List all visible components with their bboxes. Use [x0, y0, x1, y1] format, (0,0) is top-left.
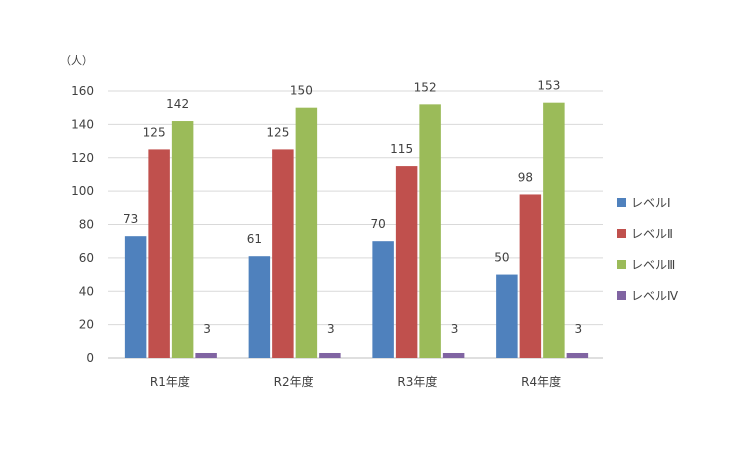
- bar: [124, 236, 147, 358]
- legend-label: レベルⅢ: [631, 258, 675, 272]
- bar: [195, 352, 217, 358]
- bar: [295, 107, 318, 358]
- data-label: 70: [370, 217, 385, 231]
- data-label: 142: [166, 97, 189, 111]
- category-label: R2年度: [274, 374, 314, 389]
- y-tick-label: 20: [79, 318, 94, 332]
- bar: [543, 102, 565, 359]
- data-label: 61: [247, 232, 262, 246]
- y-tick-label: 0: [86, 351, 94, 365]
- y-unit-label: （人）: [60, 54, 93, 67]
- legend-swatch: [617, 229, 626, 238]
- category-label: R1年度: [150, 374, 190, 389]
- bar: [519, 194, 542, 358]
- bar: [171, 121, 194, 358]
- legend-label: レベルⅠ: [631, 196, 671, 210]
- bar: [395, 166, 418, 358]
- bar: [442, 352, 465, 358]
- legend-label: レベルⅣ: [631, 289, 678, 303]
- data-label: 3: [327, 322, 335, 336]
- category-label: R4年度: [521, 374, 561, 389]
- category-label: R3年度: [397, 374, 437, 389]
- legend-swatch: [617, 198, 626, 207]
- data-label: 73: [123, 212, 138, 226]
- y-tick-label: 100: [71, 184, 94, 198]
- bar: [148, 149, 170, 358]
- data-label: 125: [143, 125, 166, 139]
- data-label: 3: [203, 322, 211, 336]
- y-tick-label: 140: [71, 117, 94, 131]
- bar: [419, 104, 441, 358]
- bar: [272, 149, 294, 358]
- data-label: 125: [266, 125, 289, 139]
- legend-swatch: [617, 260, 626, 269]
- bar: [372, 241, 394, 358]
- bar: [248, 256, 271, 358]
- y-tick-label: 60: [79, 251, 94, 265]
- bar: [319, 352, 341, 358]
- data-label: 150: [290, 84, 313, 98]
- data-label: 3: [451, 322, 459, 336]
- legend-swatch: [617, 291, 626, 300]
- legend-label: レベルⅡ: [631, 227, 673, 241]
- data-label: 3: [575, 322, 583, 336]
- bar: [496, 274, 518, 358]
- y-tick-label: 40: [79, 284, 94, 298]
- y-tick-label: 80: [79, 218, 94, 232]
- data-label: 153: [537, 79, 560, 93]
- bar: [566, 352, 589, 358]
- data-label: 50: [494, 251, 509, 265]
- y-tick-label: 120: [71, 151, 94, 165]
- y-tick-label: 160: [71, 84, 94, 98]
- data-label: 115: [390, 142, 413, 156]
- data-label: 152: [414, 80, 437, 94]
- data-label: 98: [518, 170, 533, 184]
